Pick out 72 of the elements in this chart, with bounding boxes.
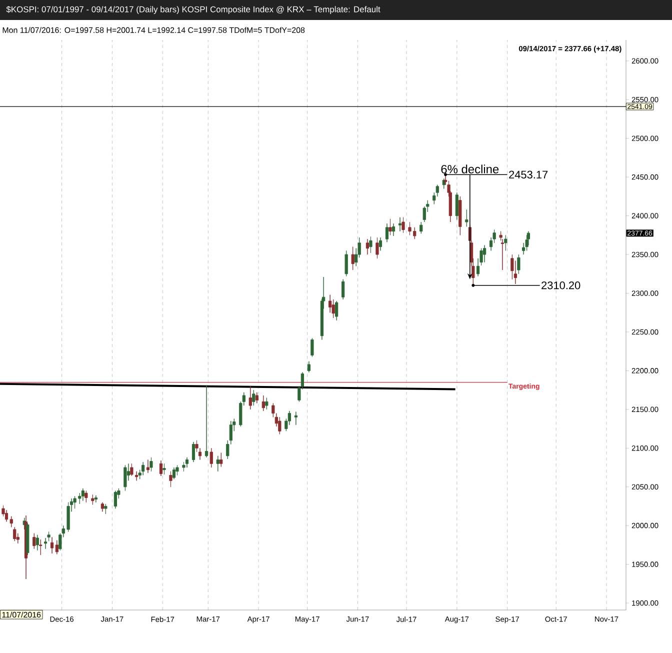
candlestick bbox=[124, 464, 127, 491]
candlestick bbox=[510, 254, 514, 280]
candlestick bbox=[332, 299, 335, 318]
candlestick bbox=[13, 526, 16, 542]
candlestick bbox=[169, 471, 172, 488]
candlestick bbox=[81, 488, 84, 502]
candlestick bbox=[465, 209, 468, 227]
candlestick bbox=[159, 460, 163, 476]
candlestick bbox=[185, 457, 189, 468]
candlestick bbox=[55, 540, 58, 554]
candlestick bbox=[91, 494, 94, 505]
candlestick bbox=[10, 516, 13, 528]
candlestick bbox=[252, 390, 256, 406]
candlestick bbox=[351, 246, 354, 270]
candlestick bbox=[216, 456, 220, 472]
candlestick bbox=[176, 464, 179, 476]
candlestick bbox=[458, 196, 462, 236]
candlestick bbox=[402, 217, 405, 234]
candlestick bbox=[114, 490, 117, 509]
candlestick bbox=[378, 237, 382, 251]
candlestick bbox=[420, 222, 423, 234]
candlestick bbox=[192, 442, 196, 462]
candlestick bbox=[4, 510, 8, 522]
candlestick bbox=[255, 392, 258, 404]
candlestick bbox=[504, 234, 508, 251]
candlestick bbox=[265, 398, 268, 410]
candlestick bbox=[50, 536, 54, 554]
candlestick bbox=[294, 411, 298, 426]
candlestick bbox=[146, 460, 150, 474]
candlestick bbox=[248, 386, 252, 410]
candlestick bbox=[44, 538, 48, 550]
candlestick bbox=[162, 463, 166, 475]
candlestick bbox=[39, 539, 42, 556]
candlestick bbox=[142, 462, 145, 476]
candlestick bbox=[104, 504, 108, 514]
candlestick bbox=[517, 254, 520, 274]
candlestick bbox=[32, 533, 36, 550]
candlestick bbox=[310, 338, 314, 357]
annotation: 6% decline bbox=[441, 164, 499, 174]
candlestick bbox=[272, 402, 275, 418]
candlestick bbox=[135, 471, 138, 481]
candlestick bbox=[385, 223, 389, 242]
candlestick bbox=[204, 385, 208, 458]
candlestick bbox=[36, 534, 39, 551]
candlestick bbox=[84, 490, 88, 503]
candlestick bbox=[130, 463, 134, 476]
candlestick bbox=[307, 361, 310, 372]
candlestick bbox=[100, 502, 104, 512]
candlestick bbox=[335, 300, 338, 321]
candlestick bbox=[220, 452, 223, 467]
candlestick bbox=[392, 223, 396, 236]
candlestick bbox=[278, 416, 282, 434]
candlestick bbox=[388, 218, 392, 236]
candlestick bbox=[398, 217, 402, 232]
candlestick bbox=[455, 192, 458, 220]
candlestick bbox=[210, 448, 213, 468]
candlestick bbox=[482, 244, 486, 263]
candlestick bbox=[525, 234, 528, 251]
candlestick bbox=[342, 279, 345, 300]
candlestick bbox=[262, 395, 265, 412]
annotation: 2310.20 bbox=[542, 281, 580, 290]
candlestick bbox=[150, 457, 153, 472]
candlestick bbox=[376, 237, 379, 259]
candlestick bbox=[344, 250, 348, 276]
candlestick bbox=[172, 467, 176, 480]
candlestick bbox=[366, 238, 370, 255]
candlestick bbox=[94, 495, 98, 503]
candlestick bbox=[47, 532, 50, 542]
candlestick bbox=[182, 462, 186, 472]
chart-title: $KOSPI: 07/01/1997 - 09/14/2017 (Daily bars) KOSPI Composite Index @ KRX – Template: Default bbox=[6, 6, 380, 14]
annotation: 2453.17 bbox=[509, 170, 548, 178]
candlestick bbox=[369, 236, 372, 254]
